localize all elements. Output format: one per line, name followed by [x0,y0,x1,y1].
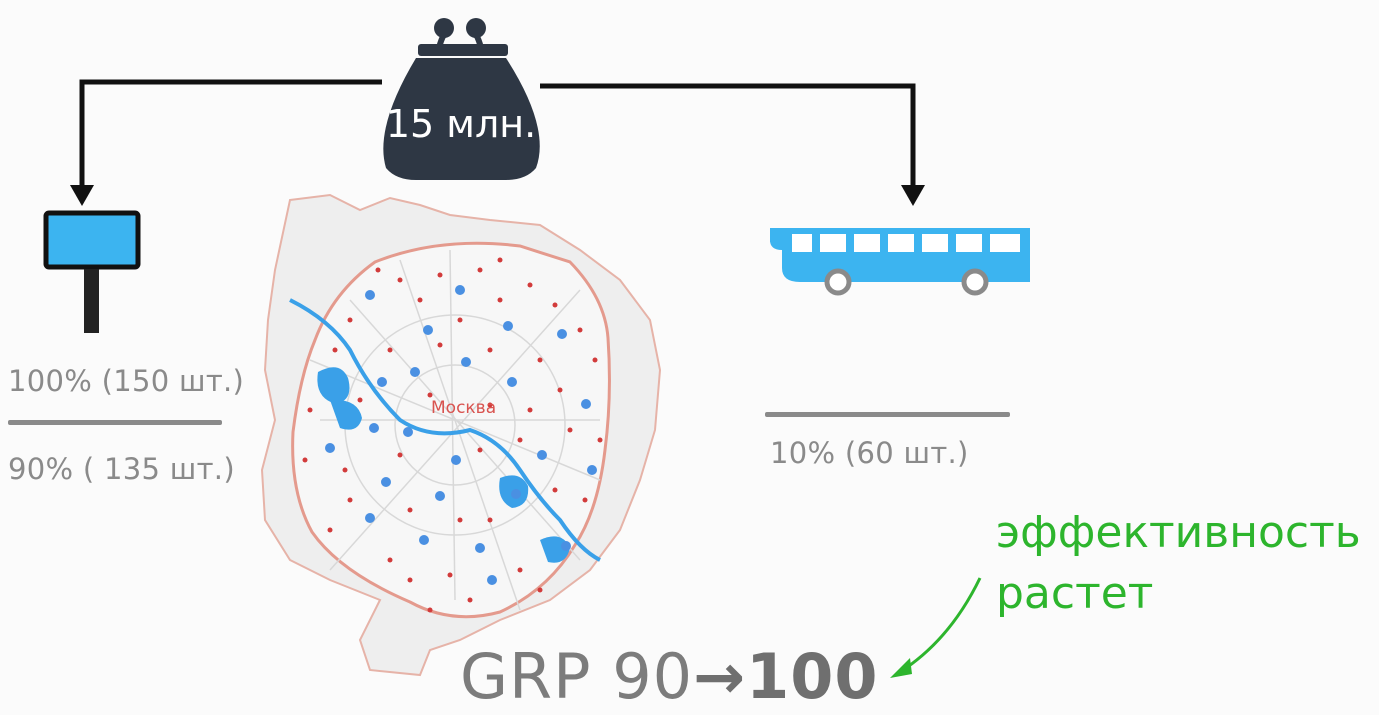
efficiency-note-line1: эффективность [996,507,1361,558]
grp-result: GRP 90→100 [460,640,879,713]
bus-divider [765,412,1010,417]
map-city-label: Москва [431,398,497,418]
moskva-river [289,298,601,562]
grp-from: GRP 90 [460,640,694,713]
arrow-to-result [890,577,982,678]
money-purse: 15 млн. [376,8,546,180]
efficiency-note-line2: растет [996,568,1154,619]
billboard-before-stat: 100% (150 шт.) [8,364,245,398]
grp-arrow: → [693,640,747,713]
billboard-divider [8,420,222,425]
billboard-after-stat: 90% ( 135 шт.) [8,452,235,486]
arrow-to-bus [540,83,925,206]
money-purse-icon [383,18,540,180]
arrow-to-billboard [70,79,382,206]
budget-label: 15 млн. [385,102,537,146]
bus-after-stat: 10% (60 шт.) [770,436,969,470]
map-big-points [325,285,597,585]
map-small-points [302,257,603,613]
grp-to: 100 [746,640,879,713]
